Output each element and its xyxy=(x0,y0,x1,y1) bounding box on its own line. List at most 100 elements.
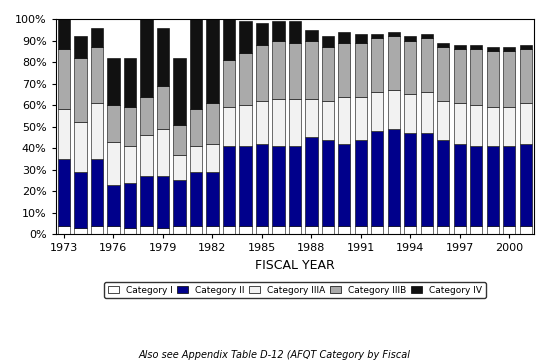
Bar xyxy=(256,226,268,234)
Bar xyxy=(421,226,433,234)
Bar xyxy=(503,47,516,51)
Bar xyxy=(91,226,103,234)
Bar xyxy=(404,94,417,133)
Legend: Category I, Category II, Category IIIA, Category IIIB, Category IV: Category I, Category II, Category IIIA, … xyxy=(104,282,485,298)
Bar xyxy=(124,58,136,107)
Bar xyxy=(503,51,516,107)
Bar xyxy=(156,129,169,176)
Bar xyxy=(140,135,153,176)
Bar xyxy=(289,146,301,226)
Bar xyxy=(173,181,186,226)
Bar xyxy=(173,58,186,125)
Bar xyxy=(338,226,350,234)
Bar xyxy=(486,226,499,234)
Bar xyxy=(404,36,417,41)
Bar xyxy=(519,103,532,144)
Bar xyxy=(256,45,268,101)
Bar xyxy=(355,97,367,140)
Bar xyxy=(272,226,284,234)
Bar xyxy=(239,21,251,54)
Bar xyxy=(437,140,450,226)
Bar xyxy=(272,146,284,226)
Bar xyxy=(519,49,532,103)
X-axis label: FISCAL YEAR: FISCAL YEAR xyxy=(255,259,335,272)
Bar xyxy=(289,21,301,43)
Bar xyxy=(272,99,284,146)
Bar xyxy=(239,54,251,105)
Bar xyxy=(206,172,219,226)
Bar xyxy=(256,23,268,45)
Bar xyxy=(371,92,384,131)
Bar xyxy=(355,140,367,226)
Bar xyxy=(206,19,219,103)
Bar xyxy=(503,107,516,146)
Bar xyxy=(107,58,120,105)
Bar xyxy=(239,105,251,146)
Bar xyxy=(173,155,186,181)
Bar xyxy=(107,226,120,234)
Bar xyxy=(421,133,433,226)
Bar xyxy=(223,19,235,60)
Bar xyxy=(206,103,219,144)
Bar xyxy=(74,122,87,172)
Bar xyxy=(124,183,136,228)
Bar xyxy=(355,43,367,97)
Bar xyxy=(519,144,532,226)
Bar xyxy=(206,144,219,172)
Bar xyxy=(189,109,202,146)
Bar xyxy=(470,226,483,234)
Bar xyxy=(305,41,317,99)
Bar xyxy=(421,38,433,92)
Bar xyxy=(355,34,367,43)
Bar xyxy=(371,131,384,226)
Bar xyxy=(74,36,87,58)
Bar xyxy=(91,47,103,103)
Bar xyxy=(189,146,202,172)
Bar xyxy=(453,226,466,234)
Bar xyxy=(140,97,153,135)
Bar xyxy=(421,92,433,133)
Bar xyxy=(156,86,169,129)
Bar xyxy=(453,144,466,226)
Bar xyxy=(322,140,334,226)
Bar xyxy=(107,105,120,142)
Bar xyxy=(388,129,400,226)
Bar xyxy=(91,28,103,47)
Bar xyxy=(470,49,483,105)
Bar xyxy=(189,19,202,109)
Bar xyxy=(74,228,87,234)
Bar xyxy=(338,97,350,144)
Bar xyxy=(173,226,186,234)
Bar xyxy=(404,41,417,94)
Bar xyxy=(519,45,532,49)
Bar xyxy=(453,45,466,49)
Bar xyxy=(503,146,516,226)
Bar xyxy=(388,226,400,234)
Bar xyxy=(437,47,450,101)
Bar xyxy=(189,172,202,226)
Bar xyxy=(519,226,532,234)
Bar xyxy=(107,185,120,226)
Bar xyxy=(371,226,384,234)
Bar xyxy=(486,51,499,107)
Bar xyxy=(486,47,499,51)
Bar xyxy=(58,226,70,234)
Bar xyxy=(239,226,251,234)
Bar xyxy=(124,228,136,234)
Bar xyxy=(58,109,70,159)
Bar xyxy=(338,144,350,226)
Bar xyxy=(305,138,317,226)
Bar xyxy=(107,142,120,185)
Bar xyxy=(437,43,450,47)
Bar xyxy=(486,146,499,226)
Bar xyxy=(437,226,450,234)
Bar xyxy=(470,105,483,146)
Bar xyxy=(421,34,433,38)
Bar xyxy=(256,144,268,226)
Bar xyxy=(156,228,169,234)
Bar xyxy=(503,226,516,234)
Bar xyxy=(189,226,202,234)
Bar xyxy=(322,226,334,234)
Bar xyxy=(289,43,301,99)
Bar xyxy=(272,41,284,99)
